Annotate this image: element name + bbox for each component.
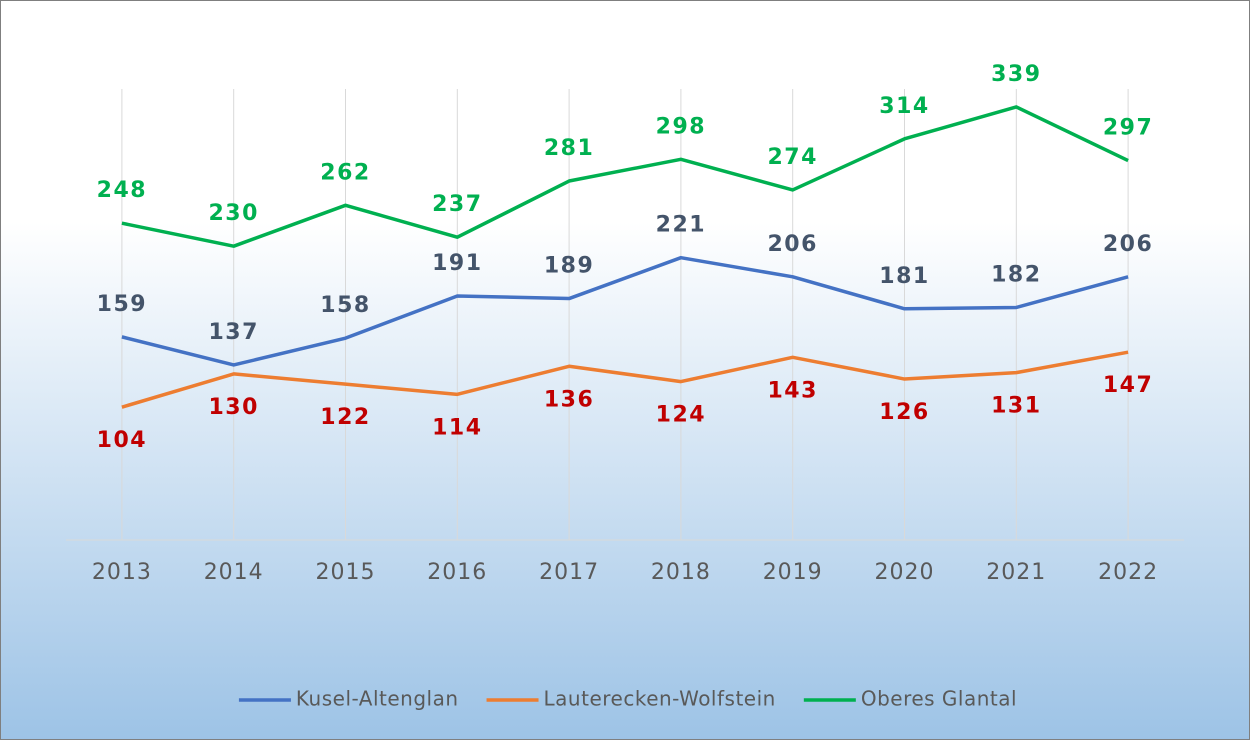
series-line <box>121 350 1129 409</box>
data-label: 297 <box>1103 116 1153 141</box>
series-line <box>121 255 1129 367</box>
data-label: 182 <box>991 262 1041 287</box>
data-label: 158 <box>320 293 370 318</box>
legend-label: Kusel-Altenglan <box>296 687 459 711</box>
x-tick-label: 2021 <box>986 560 1046 585</box>
data-label: 237 <box>432 192 482 217</box>
data-label: 114 <box>432 415 482 440</box>
x-tick-label: 2016 <box>427 560 487 585</box>
data-label: 143 <box>767 378 817 403</box>
data-label: 122 <box>320 405 370 430</box>
x-tick-label: 2022 <box>1098 560 1158 585</box>
data-label: 147 <box>1103 373 1153 398</box>
data-label: 181 <box>879 264 929 289</box>
data-label: 248 <box>97 178 147 203</box>
data-label: 339 <box>991 62 1041 87</box>
x-tick-label: 2017 <box>539 560 599 585</box>
x-tick-label: 2013 <box>92 560 152 585</box>
legend-label: Lauterecken-Wolfstein <box>544 687 776 711</box>
data-label: 126 <box>879 400 929 425</box>
data-label: 159 <box>97 292 147 317</box>
data-label: 230 <box>208 201 258 226</box>
data-label: 124 <box>656 403 706 428</box>
data-label: 104 <box>97 428 147 453</box>
x-tick-label: 2015 <box>316 560 376 585</box>
data-label: 206 <box>767 232 817 257</box>
data-label: 221 <box>656 213 706 238</box>
data-label: 262 <box>320 160 370 185</box>
series-line <box>121 105 1129 248</box>
data-label: 131 <box>991 394 1041 419</box>
data-label: 189 <box>544 254 594 279</box>
x-tick-label: 2020 <box>875 560 935 585</box>
data-label: 136 <box>544 387 594 412</box>
data-label: 314 <box>879 94 929 119</box>
data-label: 281 <box>544 136 594 161</box>
x-tick-label: 2019 <box>763 560 823 585</box>
data-label: 206 <box>1103 232 1153 257</box>
data-label: 137 <box>208 320 258 345</box>
x-tick-label: 2014 <box>204 560 264 585</box>
data-label: 274 <box>767 145 817 170</box>
data-label: 191 <box>432 251 482 276</box>
data-label: 298 <box>656 114 706 139</box>
data-label: 130 <box>208 395 258 420</box>
x-tick-label: 2018 <box>651 560 711 585</box>
legend-label: Oberes Glantal <box>861 687 1017 711</box>
